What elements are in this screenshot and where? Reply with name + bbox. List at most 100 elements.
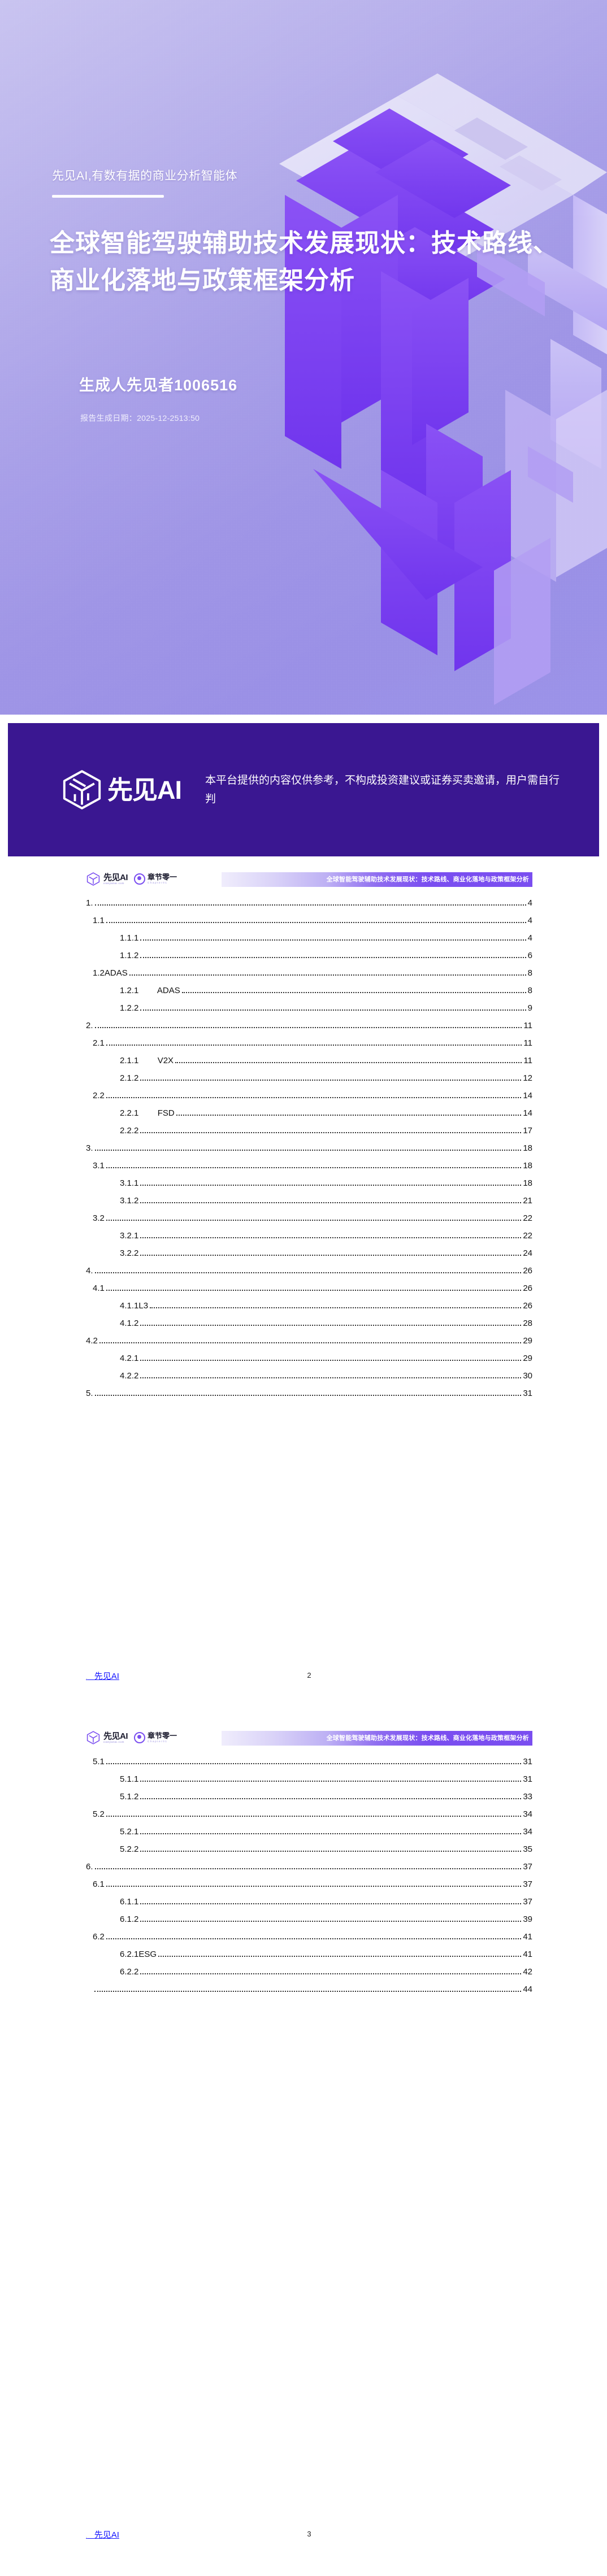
- toc-entry[interactable]: 2.1 11: [86, 1038, 532, 1056]
- toc-entry-page: 34: [523, 1827, 532, 1837]
- toc-entry[interactable]: 3.2.2 24: [86, 1248, 532, 1266]
- cover-hero-gradient: 先见AI,有数有据的商业分析智能体 全球智能驾驶辅助技术发展现状：技术路线、商业…: [0, 0, 607, 715]
- toc-entry[interactable]: 3.1.1 18: [86, 1178, 532, 1196]
- chapter-label-en: Chapter01: [148, 1740, 168, 1743]
- toc-entry-page: 24: [523, 1248, 532, 1258]
- toc-entry[interactable]: 3.1.2 21: [86, 1196, 532, 1213]
- toc-entry[interactable]: 1.2.2 9: [86, 1003, 532, 1021]
- toc-entry[interactable]: 1. 4: [86, 898, 532, 916]
- toc-entry[interactable]: 2.2 14: [86, 1091, 532, 1108]
- toc-entry-number: 6.2.1ESG: [120, 1950, 157, 1959]
- toc-entry-page: 44: [523, 1985, 532, 1994]
- toc-entry-page: 11: [523, 1038, 532, 1048]
- toc-entry-number: 4.: [86, 1266, 93, 1276]
- toc-entry-page: 39: [523, 1914, 532, 1924]
- chapter-label-cn: 章节零一: [148, 1731, 177, 1740]
- toc-entry[interactable]: 5.2.1 34: [86, 1827, 532, 1844]
- isometric-cube-graphic: [211, 73, 607, 715]
- toc-entry[interactable]: 4.1 26: [86, 1283, 532, 1301]
- toc-entry[interactable]: 4.1.2 28: [86, 1319, 532, 1336]
- disclaimer-band: 先见AI 本平台提供的内容仅供参考，不构成投资建议或证券买卖邀请，用户需自行判: [8, 723, 599, 856]
- toc-entry[interactable]: 6.2.2 42: [86, 1967, 532, 1985]
- toc-entry[interactable]: 2.1.2 12: [86, 1073, 532, 1091]
- toc-entry-page: 17: [523, 1126, 532, 1135]
- toc-entry-number: 3.1.2: [120, 1196, 139, 1206]
- toc-entry-page: 41: [523, 1932, 532, 1942]
- toc-entry[interactable]: 6.2.1ESG 41: [86, 1950, 532, 1967]
- toc-entry[interactable]: 2.2.2 17: [86, 1126, 532, 1143]
- toc-entry[interactable]: 4.2 29: [86, 1336, 532, 1354]
- toc-entry[interactable]: 3.1 18: [86, 1161, 532, 1178]
- toc-entry[interactable]: 1.1.1 4: [86, 933, 532, 951]
- toc-entry[interactable]: 4. 26: [86, 1266, 532, 1283]
- header-brand-cn: 先见AI: [103, 1731, 128, 1741]
- toc-entry[interactable]: 5.1 31: [86, 1757, 532, 1774]
- toc-entry[interactable]: 6.1.2 39: [86, 1914, 532, 1932]
- toc-entry[interactable]: 5.1.2 33: [86, 1792, 532, 1809]
- toc-entry[interactable]: 4.2.2 30: [86, 1371, 532, 1389]
- toc-entry-number: 4.2.2: [120, 1371, 139, 1381]
- toc-entry[interactable]: 1.2.1 ADAS 8: [86, 986, 532, 1003]
- toc-entry[interactable]: 3.2.1 22: [86, 1231, 532, 1248]
- toc-entry[interactable]: 1.1.2 6: [86, 951, 532, 968]
- toc-entry-page: 6: [527, 951, 532, 960]
- chapter-label-en: Chapter01: [148, 881, 168, 885]
- footer-brand-link[interactable]: . 先见AI: [86, 2530, 119, 2540]
- toc-entry[interactable]: 5. 31: [86, 1389, 532, 1406]
- toc-entry-number: 2.1: [93, 1038, 105, 1048]
- toc-entry[interactable]: 4.2.1 29: [86, 1354, 532, 1371]
- toc-entry-number: 1.: [86, 898, 93, 908]
- toc-leader-dots: [94, 1027, 522, 1028]
- toc-entry-number: 3.1.1: [120, 1178, 139, 1188]
- toc-leader-dots: [94, 1395, 522, 1396]
- toc-entry-page: 21: [523, 1196, 532, 1206]
- chapter-circle-icon: [134, 873, 146, 885]
- toc-entry-page: 22: [523, 1231, 532, 1241]
- toc-entry-number: 2.1.1: [120, 1056, 139, 1065]
- toc-entry-number: 5.1.2: [120, 1792, 139, 1802]
- toc-entry[interactable]: 6.1 37: [86, 1879, 532, 1897]
- toc-entry-page: 26: [523, 1283, 532, 1293]
- toc-entry-page: 4: [527, 898, 532, 908]
- toc-entry[interactable]: 44: [86, 1985, 532, 2002]
- toc-entry[interactable]: 3.2 22: [86, 1213, 532, 1231]
- chapter-badge: 章节零一 Chapter01: [134, 1732, 177, 1743]
- toc-entry[interactable]: 2. 11: [86, 1021, 532, 1038]
- toc-entry[interactable]: 4.1.1L3 26: [86, 1301, 532, 1319]
- toc-entry[interactable]: 1.2ADAS 8: [86, 968, 532, 986]
- toc-leader-dots: [140, 1377, 522, 1378]
- toc-entry[interactable]: 3. 18: [86, 1143, 532, 1161]
- toc-leader-dots: [106, 1816, 522, 1817]
- toc-entry-page: 22: [523, 1213, 532, 1223]
- toc-leader-dots: [140, 1781, 522, 1782]
- toc-entry-page: 30: [523, 1371, 532, 1381]
- header-brand-url: xianjianai.com: [103, 881, 124, 885]
- toc-leader-dots: [106, 1220, 522, 1221]
- toc-entry-number: 5.2.2: [120, 1844, 139, 1854]
- toc-entry-number: 1.2ADAS: [93, 968, 128, 978]
- toc-entry[interactable]: 1.1 4: [86, 916, 532, 933]
- toc-entry[interactable]: 5.2.2 35: [86, 1844, 532, 1862]
- toc-entry[interactable]: 6.1.1 37: [86, 1897, 532, 1914]
- toc-leader-dots: [140, 1202, 522, 1203]
- toc-entry-page: 14: [523, 1091, 532, 1100]
- toc-entry-number: 3.: [86, 1143, 93, 1153]
- toc-entry-number: 3.2: [93, 1213, 105, 1223]
- toc-entry-number: 5.2.1: [120, 1827, 139, 1837]
- footer-brand-link[interactable]: . 先见AI: [86, 1672, 119, 1681]
- toc-page-3: 全球智能驾驶辅助技术发展现状：技术路线、商业化落地与政策框架分析 先见AI xi…: [0, 1715, 607, 2574]
- toc-entry[interactable]: 2.2.1 FSD 14: [86, 1108, 532, 1126]
- toc-entry[interactable]: 5.2 34: [86, 1809, 532, 1827]
- toc-entry-number: 2.1.2: [120, 1073, 139, 1083]
- footer-brand-label: 先见AI: [94, 1672, 119, 1681]
- toc-entry-page: 33: [523, 1792, 532, 1802]
- toc-entry[interactable]: 5.1.1 31: [86, 1774, 532, 1792]
- toc-entry[interactable]: 2.1.1 V2X 11: [86, 1056, 532, 1073]
- toc-entry-number: 4.1.2: [120, 1319, 139, 1328]
- toc-entry[interactable]: 6.2 41: [86, 1932, 532, 1950]
- toc-leader-dots: [140, 939, 526, 941]
- toc-entry[interactable]: 6. 37: [86, 1862, 532, 1879]
- toc-leader-dots: [140, 1833, 522, 1834]
- toc-leader-dots: [140, 1132, 522, 1133]
- toc-leader-dots: [106, 1045, 522, 1046]
